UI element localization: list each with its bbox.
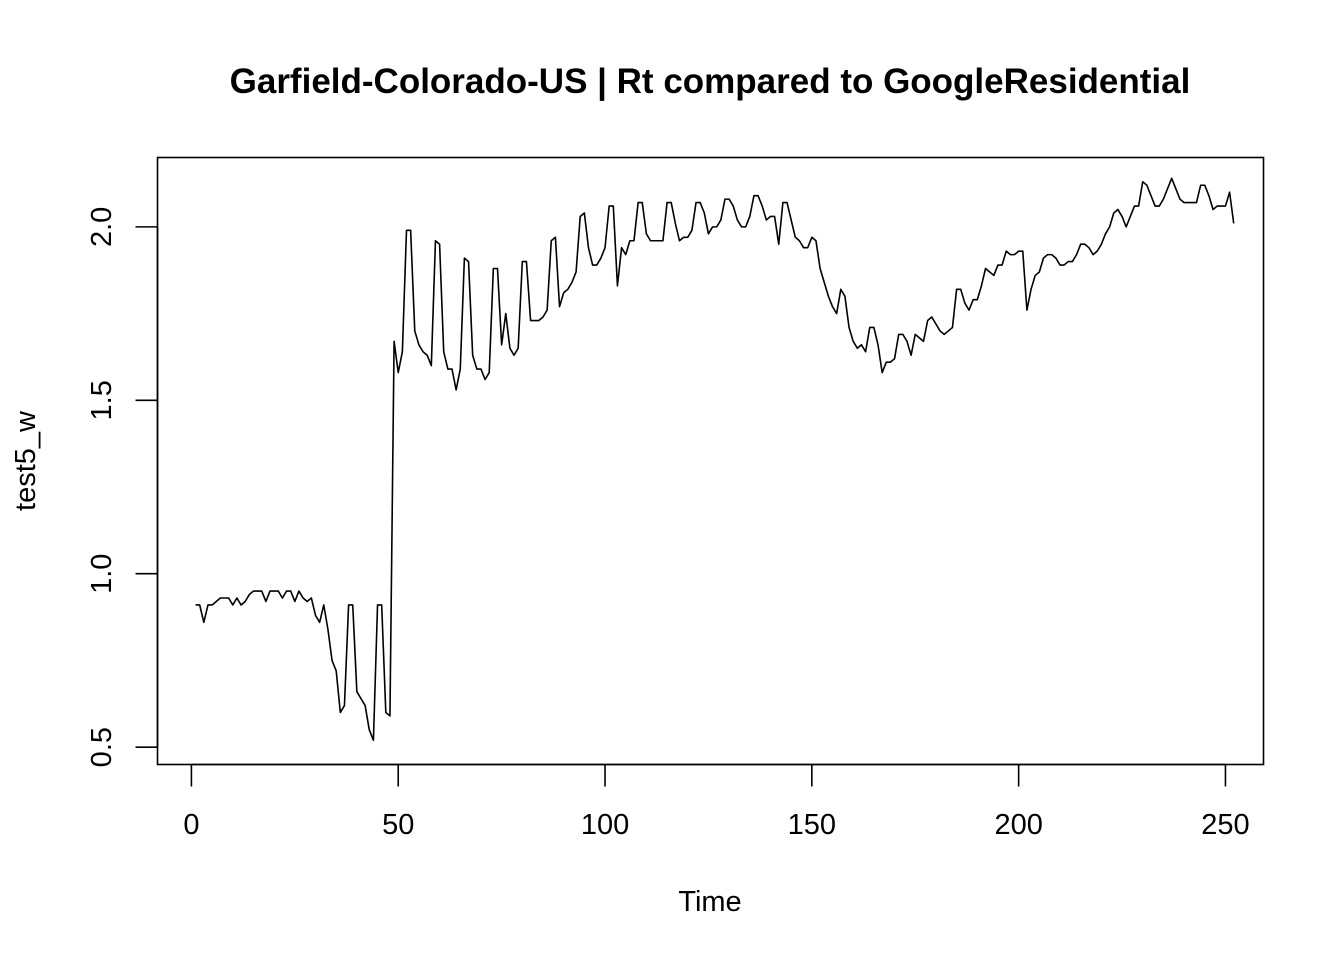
y-tick-label: 2.0 — [86, 207, 118, 247]
series-line — [195, 177, 1235, 742]
x-tick-label: 50 — [382, 809, 414, 841]
chart-title: Garfield-Colorado-US | Rt compared to Go… — [230, 62, 1191, 101]
x-tick-label: 0 — [183, 809, 199, 841]
y-axis-label: test5_w — [10, 410, 42, 511]
y-tick-label: 1.5 — [86, 380, 118, 420]
y-axis: 0.5 1.0 1.5 2.0 — [86, 207, 159, 767]
x-tick-label: 100 — [581, 809, 629, 841]
y-tick-label: 0.5 — [86, 727, 118, 767]
y-tick-label: 1.0 — [86, 554, 118, 594]
x-tick-label: 150 — [788, 809, 836, 841]
x-axis-label: Time — [678, 886, 741, 918]
x-tick-label: 250 — [1201, 809, 1249, 841]
plot-frame — [156, 156, 1265, 766]
x-axis: 0 50 100 150 200 250 — [183, 763, 1250, 841]
x-tick-label: 200 — [994, 809, 1042, 841]
